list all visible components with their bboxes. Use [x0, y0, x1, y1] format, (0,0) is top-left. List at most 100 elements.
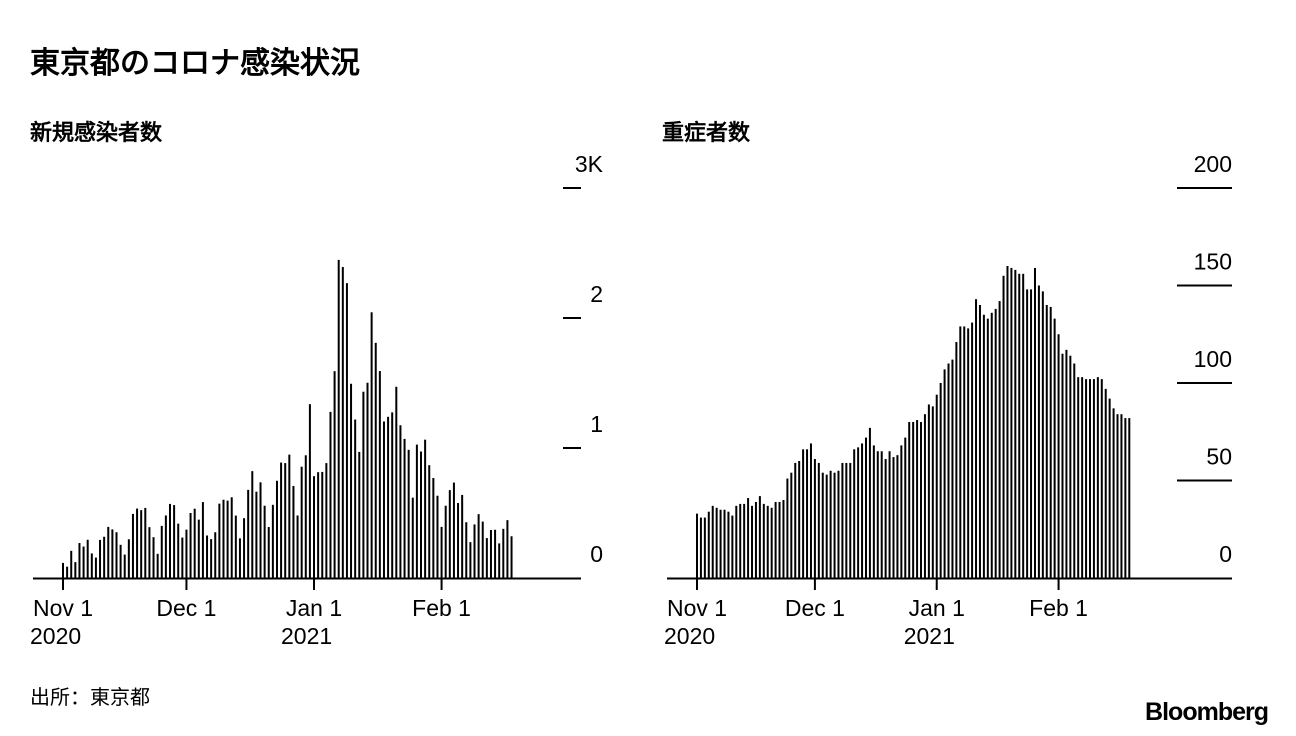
bar — [510, 536, 513, 578]
bar — [817, 462, 820, 578]
bar — [986, 318, 989, 578]
bar — [994, 308, 997, 578]
bar — [123, 554, 126, 578]
bar — [296, 515, 299, 578]
bar — [440, 526, 443, 578]
bar — [841, 462, 844, 578]
bar — [998, 301, 1001, 578]
bar — [837, 470, 840, 578]
bar — [1100, 379, 1103, 578]
bar — [107, 526, 110, 578]
bar — [1116, 414, 1119, 578]
bar — [719, 509, 722, 578]
bar — [498, 543, 501, 578]
bar — [1112, 408, 1115, 578]
bar — [168, 503, 171, 578]
bar — [469, 542, 472, 578]
bar — [798, 461, 801, 578]
bar — [173, 505, 176, 578]
x-tick-label: Jan 1 — [909, 595, 965, 621]
y-tick-label: 100 — [1194, 346, 1232, 372]
bar — [271, 504, 274, 578]
bar — [813, 459, 816, 578]
bar — [1120, 414, 1123, 578]
bar — [754, 501, 757, 578]
x-tick-year-label: 2020 — [664, 623, 715, 649]
bar — [214, 532, 217, 578]
bar — [457, 502, 460, 578]
bar — [259, 482, 262, 578]
bar — [382, 421, 385, 578]
bar — [354, 419, 357, 578]
bloomberg-logo: Bloomberg — [1145, 698, 1268, 726]
bar — [251, 471, 254, 578]
bar — [362, 391, 365, 578]
bar — [452, 482, 455, 578]
bar — [370, 312, 373, 578]
bar — [876, 451, 879, 578]
bar — [861, 443, 864, 578]
bar — [238, 538, 241, 578]
bar — [177, 523, 180, 578]
bar — [947, 363, 950, 578]
bar — [156, 553, 159, 578]
bar — [313, 476, 316, 578]
bar — [140, 510, 143, 578]
bar — [99, 539, 102, 578]
bar — [164, 515, 167, 578]
bar — [916, 420, 919, 578]
bar — [1096, 377, 1099, 578]
bar — [743, 503, 746, 578]
bar — [770, 507, 773, 578]
y-tick-label: 0 — [1219, 541, 1232, 567]
bar — [1041, 291, 1044, 578]
bar — [829, 470, 832, 578]
bar — [358, 451, 361, 578]
bar — [739, 503, 742, 578]
x-tick-label: Nov 1 — [667, 595, 727, 621]
bar — [230, 497, 233, 578]
bar — [304, 455, 307, 578]
bar — [982, 314, 985, 578]
bar — [152, 537, 155, 578]
bar — [181, 537, 184, 578]
bar — [758, 496, 761, 578]
bar — [74, 562, 77, 578]
bar — [436, 495, 439, 578]
bar — [317, 472, 320, 578]
bar — [696, 513, 698, 578]
y-tick-label: 200 — [1194, 151, 1232, 177]
x-tick-year-label: 2021 — [904, 623, 955, 649]
bar — [103, 536, 106, 578]
bar — [1033, 267, 1036, 578]
x-tick-label: Dec 1 — [156, 595, 216, 621]
bar — [415, 444, 418, 578]
figure-title: 東京都のコロナ感染状況 — [30, 46, 360, 81]
bar — [904, 437, 907, 578]
bar — [411, 497, 414, 578]
bar — [727, 511, 730, 578]
bar — [350, 383, 353, 578]
bar — [900, 445, 903, 578]
bar — [794, 462, 797, 578]
bar — [715, 507, 718, 578]
bar — [284, 463, 287, 578]
bar — [802, 449, 805, 578]
bar — [300, 466, 303, 578]
bar — [703, 517, 706, 578]
bar — [378, 371, 381, 578]
source-note: 出所：東京都 — [30, 685, 150, 709]
bar — [967, 328, 970, 578]
y-tick-label: 1 — [590, 411, 603, 437]
bar — [448, 490, 451, 578]
bar — [786, 478, 789, 578]
x-tick-year-label: 2021 — [281, 623, 332, 649]
bar — [825, 474, 828, 578]
bar — [888, 451, 891, 578]
bar — [78, 543, 81, 578]
bar — [506, 520, 509, 578]
bar — [185, 529, 188, 578]
bar — [1045, 305, 1048, 578]
bar — [160, 525, 163, 578]
bar — [1089, 379, 1091, 578]
